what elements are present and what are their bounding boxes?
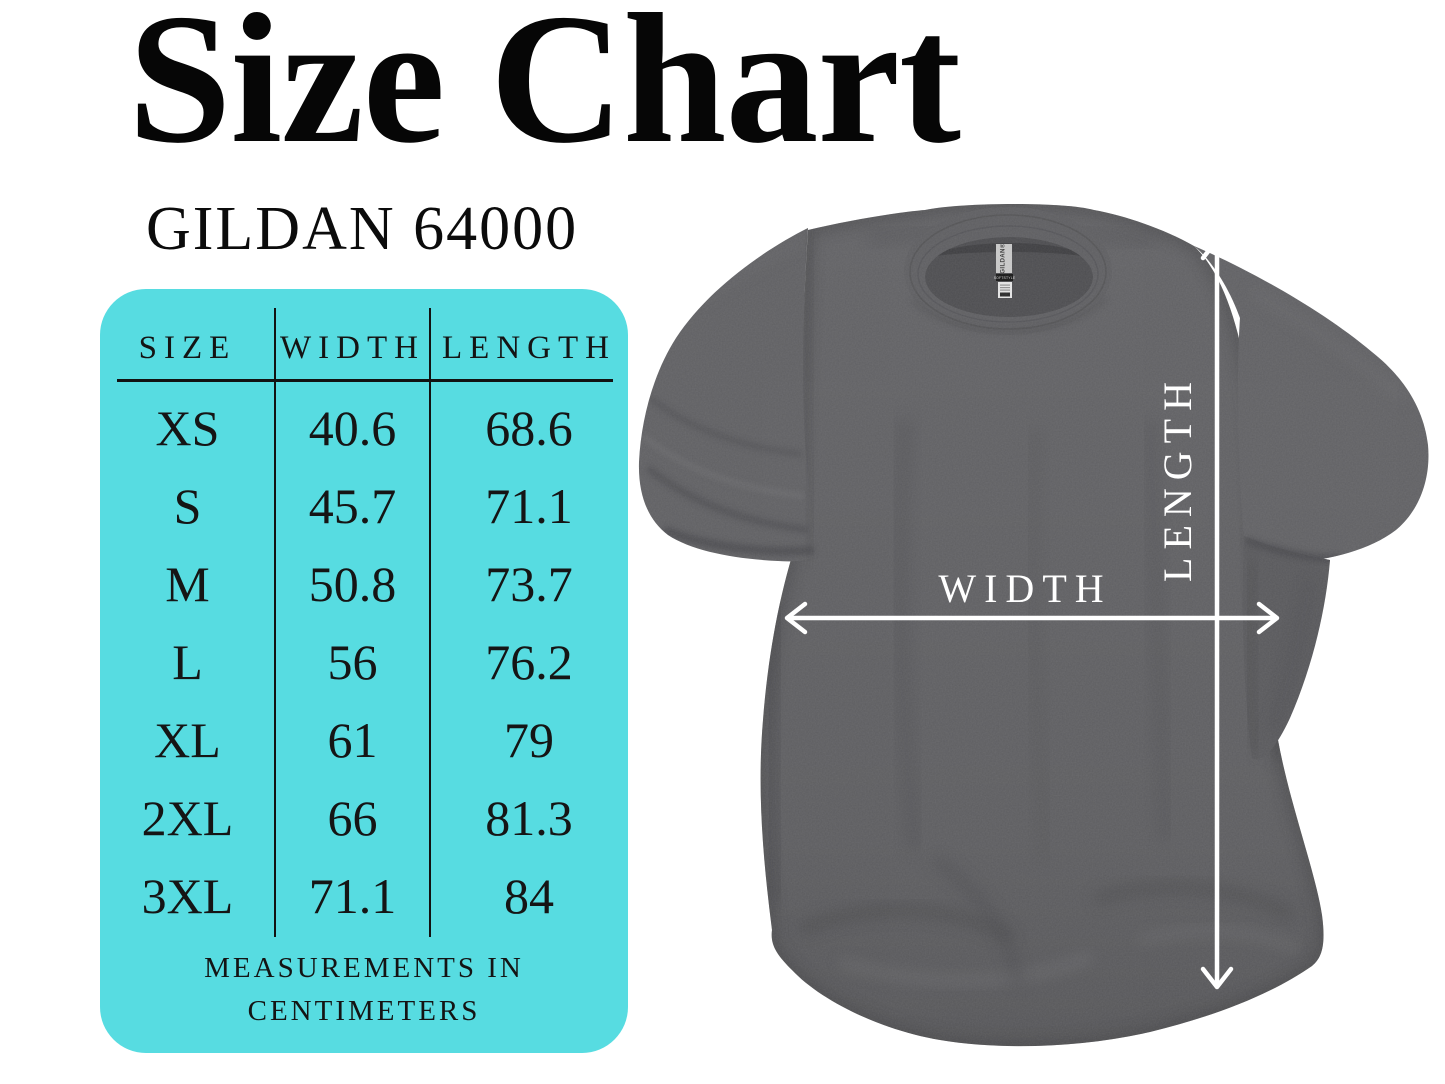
size-cell: M (165, 556, 210, 612)
arrowhead-up-icon (1200, 237, 1234, 261)
product-name: GILDAN 64000 (146, 195, 579, 263)
width-arrow (784, 601, 1280, 635)
table-divider-1 (274, 308, 276, 937)
size-table-grid: SIZE WIDTH LENGTH XS 40.6 68.6 S 45.7 71.1 M 50.8 7… (100, 289, 628, 935)
size-cell: L (172, 634, 203, 690)
measurement-cell: 61 (327, 712, 378, 768)
length-arrow-label: LENGTH (1155, 374, 1200, 582)
width-arrow-label: WIDTH (938, 566, 1111, 611)
size-table-panel: SIZE WIDTH LENGTH XS 40.6 68.6 S 45.7 71.1 M 50.8 7… (100, 289, 628, 1053)
footnote-line-2: CENTIMETERS (247, 995, 481, 1027)
tshirt-photo: GILDAN® SOFTSTYLE (638, 203, 1429, 1047)
size-cell: 2XL (141, 790, 234, 846)
measurement-cell: 73.7 (485, 556, 573, 612)
measurement-cell: 76.2 (485, 634, 573, 690)
length-arrow (1200, 237, 1234, 990)
arrowhead-down-icon (1200, 966, 1234, 990)
measurement-arrows (784, 237, 1280, 990)
footnote-line-1: MEASUREMENTS IN (204, 952, 524, 984)
arrowhead-right-icon (1256, 601, 1280, 635)
measurement-cell: 84 (504, 868, 554, 924)
column-header-width: WIDTH (280, 329, 425, 366)
measurement-cell: 71.1 (485, 478, 573, 534)
table-header-underline (117, 379, 613, 382)
measurement-cell: 50.8 (308, 556, 397, 612)
size-cell: S (173, 478, 202, 534)
measurement-cell: 68.6 (485, 400, 573, 456)
size-cell: XS (155, 400, 220, 456)
table-footnote: MEASUREMENTS IN CENTIMETERS (100, 947, 628, 1033)
measurement-cell: 79 (504, 712, 554, 768)
measurement-cell: 71.1 (308, 868, 397, 924)
measurement-cell: 56 (327, 634, 378, 690)
measurement-cell: 45.7 (308, 478, 397, 534)
size-cell: 3XL (141, 868, 234, 924)
measurement-cell: 81.3 (485, 790, 573, 846)
table-divider-2 (429, 308, 431, 937)
measurement-cell: 66 (327, 790, 378, 846)
size-cell: XL (154, 712, 221, 768)
measurement-cell: 40.6 (308, 400, 397, 456)
column-header-length: LENGTH (442, 329, 616, 366)
arrowhead-left-icon (784, 601, 808, 635)
page-title: Size Chart (128, 0, 961, 182)
column-header-size: SIZE (138, 329, 237, 366)
